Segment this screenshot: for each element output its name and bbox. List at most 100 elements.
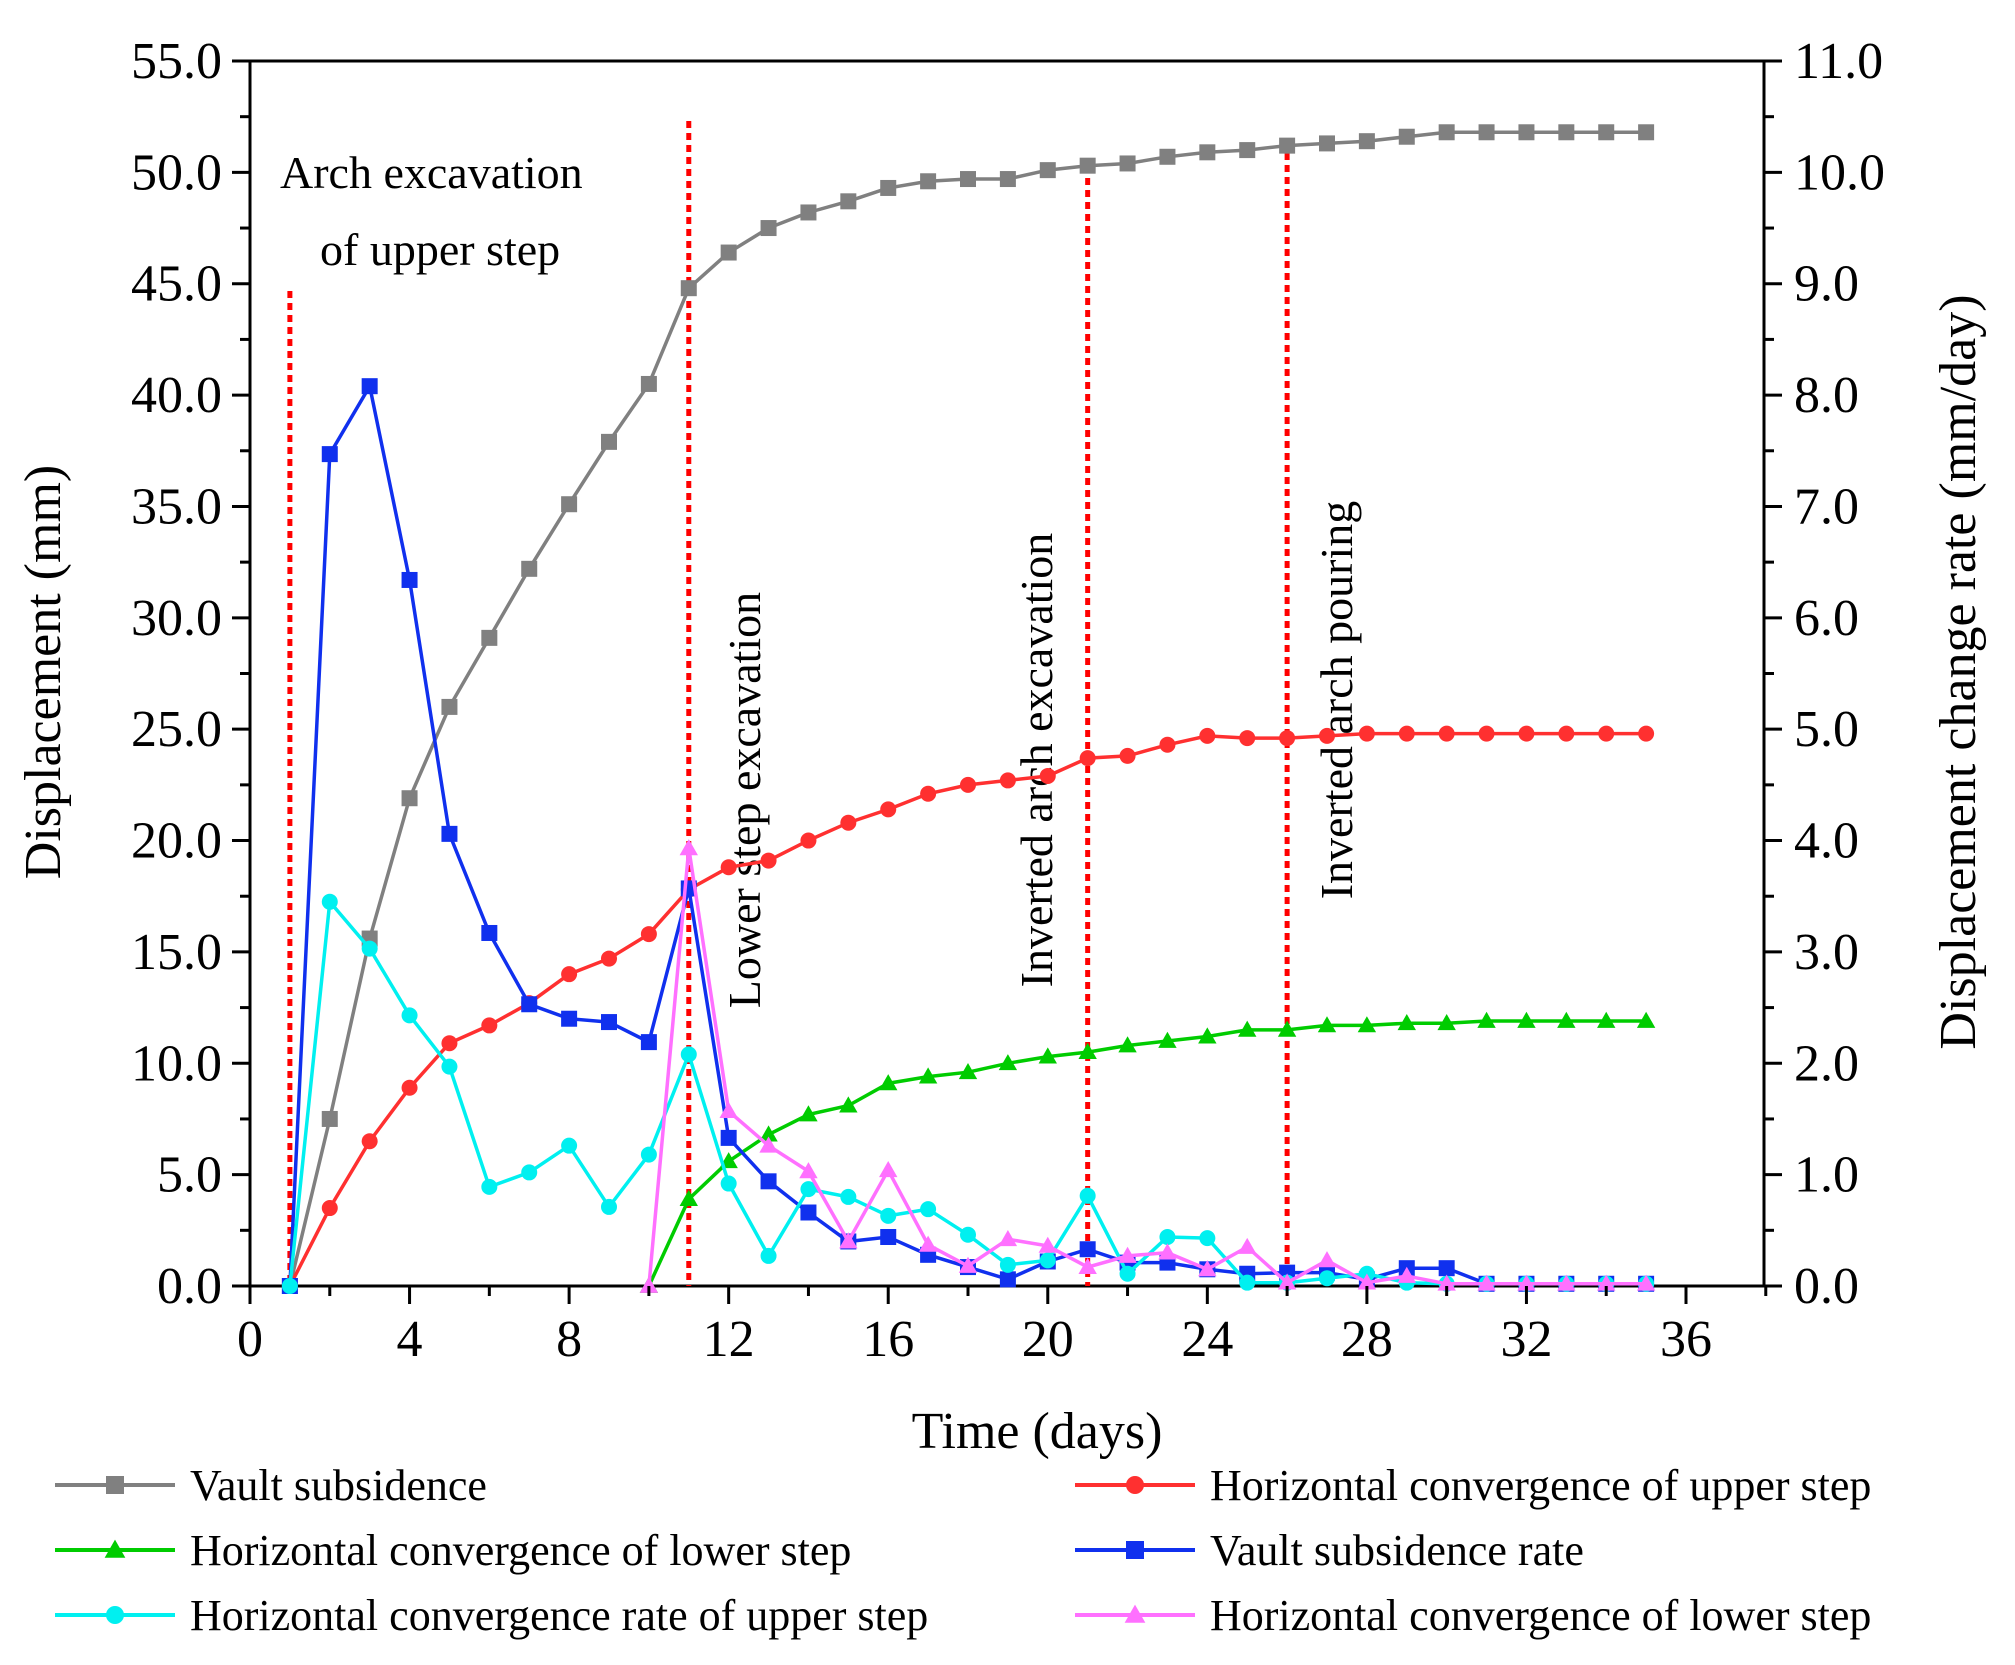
y-right-tick-label: 2.0 <box>1794 1035 1859 1092</box>
data-point <box>1319 1270 1335 1287</box>
y-left-axis-title: Displacement (mm) <box>15 465 72 879</box>
data-point <box>321 1200 338 1217</box>
legend-item: Vault subsidence rate <box>1075 1526 1584 1575</box>
event-label: Inverted arch excavation <box>1011 533 1062 988</box>
data-point <box>401 1079 418 1096</box>
data-point <box>1317 1016 1337 1033</box>
x-tick-label: 28 <box>1341 1311 1393 1368</box>
data-point <box>999 171 1016 188</box>
y-left-tick-label: 45.0 <box>131 256 222 313</box>
data-point <box>1437 1013 1456 1031</box>
data-point <box>1279 730 1296 747</box>
data-point <box>401 571 418 588</box>
y-right-tick-label: 3.0 <box>1794 924 1859 981</box>
legend-item: Vault subsidence <box>55 1461 487 1510</box>
data-point <box>918 1235 938 1252</box>
y-left-tick-label: 10.0 <box>131 1035 222 1092</box>
data-point <box>840 193 857 210</box>
y-right-tick-label: 7.0 <box>1794 478 1859 535</box>
data-point <box>800 1204 817 1221</box>
y-left-tick-label: 55.0 <box>131 33 222 90</box>
data-point <box>361 940 378 957</box>
data-point <box>1239 1274 1256 1291</box>
data-point <box>1159 1229 1176 1245</box>
data-point <box>1557 1011 1576 1028</box>
data-point <box>1198 1027 1217 1044</box>
data-point <box>1636 1274 1656 1291</box>
legend-label: Horizontal convergence of lower step <box>190 1526 851 1575</box>
data-point <box>760 852 777 869</box>
data-point <box>640 375 657 392</box>
data-point <box>639 1276 659 1293</box>
data-point <box>1638 725 1655 742</box>
data-point <box>920 785 937 802</box>
legend-swatch-marker <box>104 1539 126 1558</box>
data-point <box>720 244 737 261</box>
data-point <box>601 950 617 967</box>
legend-swatch-marker <box>106 1476 124 1494</box>
data-point <box>1038 1047 1057 1064</box>
y-right-tick-label: 4.0 <box>1794 813 1859 870</box>
data-point <box>958 1062 978 1080</box>
data-point <box>401 790 418 807</box>
legend-label: Horizontal convergence rate of upper ste… <box>190 1591 928 1640</box>
data-point <box>361 378 378 395</box>
data-point <box>1319 135 1335 152</box>
data-point <box>1239 730 1256 747</box>
legend-label: Horizontal convergence of lower step <box>1210 1591 1871 1640</box>
data-point <box>760 1247 777 1264</box>
data-point <box>1597 1274 1616 1291</box>
data-point <box>920 173 937 190</box>
data-point <box>918 1067 938 1084</box>
data-point <box>760 220 777 237</box>
data-point <box>1398 725 1415 742</box>
data-point <box>521 1164 538 1181</box>
data-point <box>481 1017 498 1034</box>
data-point <box>880 179 897 196</box>
legend: Vault subsidence Horizontal convergence o… <box>55 1461 1871 1640</box>
event-label: Arch excavation <box>280 147 583 198</box>
x-tick-label: 12 <box>703 1311 755 1368</box>
data-point <box>1319 727 1335 744</box>
data-point <box>1636 1011 1656 1028</box>
y-left-tick-label: 35.0 <box>131 478 222 535</box>
data-point <box>1438 124 1455 141</box>
data-point <box>1478 124 1495 141</box>
data-point <box>1557 1274 1576 1291</box>
y-right-tick-label: 0.0 <box>1794 1258 1859 1315</box>
data-point <box>879 1160 898 1178</box>
legend-swatch-marker <box>1126 1476 1144 1494</box>
data-point <box>1598 124 1615 141</box>
data-point <box>1119 1265 1136 1282</box>
x-tick-label: 4 <box>397 1311 423 1368</box>
tick-labels: 0 4 8 12 16 20 24 28 32 36 0.0 5.0 10.0 15.0 20.0 25.0 3… <box>131 33 1885 1368</box>
y-right-tick-label: 11.0 <box>1794 33 1883 90</box>
data-point <box>561 966 578 983</box>
data-point <box>640 1146 657 1163</box>
event-markers: Arch excavation of upper step Lower step e… <box>280 121 1362 1286</box>
data-point <box>1279 137 1296 154</box>
y-right-tick-label: 1.0 <box>1794 1147 1859 1204</box>
event-label: of upper step <box>320 224 560 275</box>
data-point <box>1517 1274 1536 1291</box>
data-point <box>1118 1036 1137 1053</box>
data-point <box>958 1256 978 1273</box>
series-5 <box>639 839 1656 1293</box>
legend-item: Horizontal convergence of lower step <box>1075 1591 1871 1640</box>
x-tick-label: 0 <box>237 1311 263 1368</box>
data-point <box>999 1271 1016 1288</box>
data-point <box>1357 1016 1377 1033</box>
data-point <box>1277 1020 1297 1037</box>
data-point <box>840 814 857 831</box>
data-point <box>799 1162 818 1179</box>
y-left-tick-label: 20.0 <box>131 813 222 870</box>
data-point <box>680 1046 697 1063</box>
data-point <box>800 204 817 221</box>
x-tick-label: 8 <box>556 1311 582 1368</box>
series-4 <box>281 893 1655 1294</box>
data-point <box>1238 1237 1257 1254</box>
data-point <box>880 801 897 818</box>
data-point <box>1358 133 1375 150</box>
legend-label: Horizontal convergence of upper step <box>1210 1461 1871 1510</box>
